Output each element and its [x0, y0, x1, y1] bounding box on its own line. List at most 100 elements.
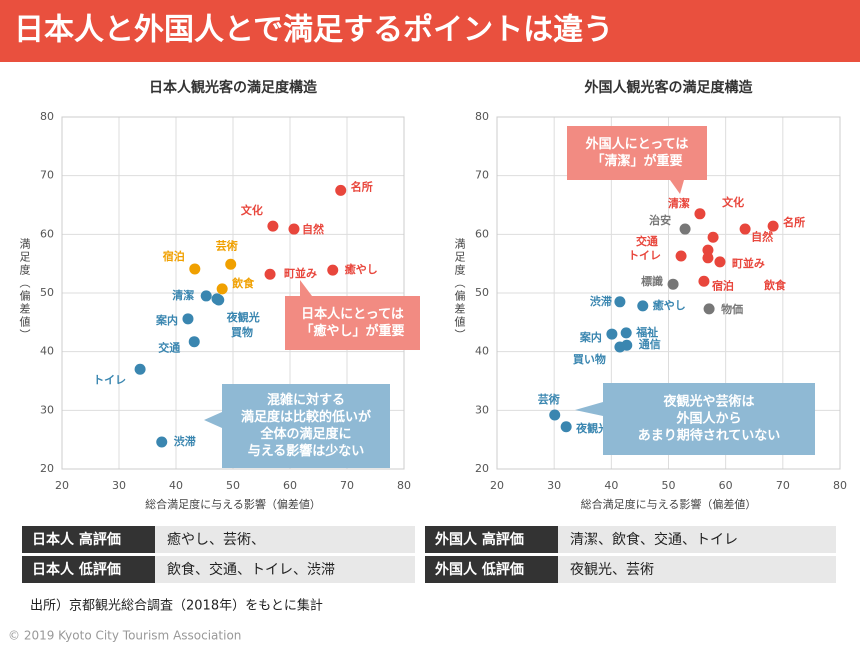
plot-frame: [496, 116, 841, 470]
table-label: 日本人 低評価: [32, 561, 121, 578]
point: [156, 436, 168, 448]
point-label: 自然: [751, 229, 773, 243]
point-label: 名所: [351, 179, 373, 193]
point: [189, 263, 201, 275]
point: [702, 244, 714, 256]
table-label-cell: [425, 526, 558, 553]
x-tick-label: 70: [340, 479, 354, 492]
point: [614, 296, 626, 308]
point: [560, 421, 572, 433]
table-label: 外国人 高評価: [435, 531, 524, 548]
point: [182, 313, 194, 325]
callout-pointer: [300, 280, 312, 296]
callout-pointer: [670, 180, 684, 194]
callout-text: 「癒やし」が重要: [300, 323, 404, 339]
point: [703, 303, 715, 315]
callout-text: 夜観光や芸術は: [662, 394, 754, 410]
point-label: 交通: [158, 341, 180, 355]
callout-box: [603, 383, 815, 455]
point-label: 清潔: [668, 196, 690, 210]
callout-text: 満足度は比較的低いが: [241, 409, 371, 425]
table-label-cell: [425, 556, 558, 583]
point-label: 通信: [639, 337, 661, 351]
point: [620, 327, 632, 339]
point: [267, 220, 279, 232]
x-tick-label: 80: [833, 479, 847, 492]
point: [614, 341, 626, 353]
point-label: 名所: [783, 215, 805, 229]
table-label-cell: [22, 556, 155, 583]
table-value: 清潔、飲食、交通、トイレ: [570, 531, 738, 548]
x-tick-label: 20: [55, 479, 69, 492]
y-tick-label: 30: [475, 403, 489, 416]
point-label: 宿泊: [712, 278, 734, 292]
y-tick-label: 40: [40, 345, 54, 358]
x-tick-label: 70: [776, 479, 790, 492]
y-tick-label: 20: [475, 462, 489, 475]
point-label: 自然: [302, 222, 324, 236]
point: [288, 223, 300, 235]
point-label: 宿泊: [163, 249, 185, 263]
callout-pointer: [204, 412, 222, 428]
x-tick-label: 30: [547, 479, 561, 492]
table-value-cell: [558, 556, 836, 583]
x-tick-label: 50: [662, 479, 676, 492]
x-tick-label: 40: [169, 479, 183, 492]
y-tick-label: 20: [40, 462, 54, 475]
x-tick-label: 30: [112, 479, 126, 492]
point-label: 癒やし: [653, 298, 686, 312]
point-label: 物価: [721, 302, 743, 316]
point: [216, 283, 228, 295]
point-label: 標識: [641, 274, 663, 288]
point-label: 癒やし: [345, 262, 378, 276]
callout-text: 混雑に対する: [267, 392, 345, 408]
y-tick-label: 30: [40, 403, 54, 416]
point-label: 文化: [241, 203, 263, 217]
point: [707, 231, 719, 243]
point: [694, 208, 706, 220]
x-tick-label: 80: [397, 479, 411, 492]
point-label: 夜観光: [575, 421, 609, 435]
point: [702, 252, 714, 264]
chart-title: 外国人観光客の満足度構造: [585, 79, 753, 96]
y-axis-label: 満足度（偏差値）: [453, 238, 466, 342]
y-tick-label: 70: [475, 169, 489, 182]
point-label: 飲食: [231, 276, 255, 290]
callout-text: 与える影響は少ない: [248, 443, 365, 459]
point: [188, 336, 200, 348]
callout-box: [567, 126, 707, 180]
callout-text: 日本人にとっては: [301, 306, 404, 322]
point-label: 芸術: [216, 238, 238, 252]
point: [134, 363, 146, 375]
point: [637, 300, 649, 312]
point: [225, 258, 237, 270]
header-band: [0, 0, 860, 62]
point-label: 町並み: [732, 256, 765, 270]
table-label: 外国人 低評価: [435, 561, 524, 578]
point-label: 案内: [579, 330, 602, 344]
y-tick-label: 70: [40, 169, 54, 182]
point-label: トイレ: [628, 249, 661, 262]
table-label-cell: [22, 526, 155, 553]
x-tick-label: 60: [283, 479, 297, 492]
y-tick-label: 50: [475, 286, 489, 299]
point-label: 清潔: [172, 288, 194, 302]
y-tick-label: 80: [40, 110, 54, 123]
callout-pointer: [575, 402, 603, 416]
x-axis-label: 総合満足度に与える影響（偏差値）: [145, 497, 321, 511]
point-label: 飲食: [763, 278, 787, 292]
point-label: 案内: [155, 313, 178, 327]
x-tick-label: 50: [226, 479, 240, 492]
table-value-cell: [155, 556, 415, 583]
point-label: 渋滞: [174, 434, 196, 448]
point-label: 芸術: [538, 392, 560, 406]
source: 出所）京都観光総合調査（2018年）をもとに集計: [30, 598, 323, 614]
point-label: 買物: [231, 325, 253, 339]
x-axis-label: 総合満足度に与える影響（偏差値）: [581, 497, 757, 511]
callout-text: 外国人から: [675, 411, 741, 427]
point: [698, 275, 710, 287]
table-value-cell: [155, 526, 415, 553]
x-tick-label: 60: [719, 479, 733, 492]
